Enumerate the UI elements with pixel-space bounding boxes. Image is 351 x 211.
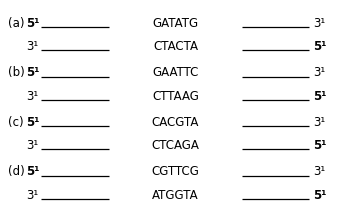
Text: 3¹: 3¹	[313, 66, 325, 79]
Text: (b): (b)	[8, 66, 25, 79]
Text: CACGTA: CACGTA	[152, 116, 199, 129]
Text: ATGGTA: ATGGTA	[152, 189, 199, 202]
Text: 3¹: 3¹	[313, 17, 325, 30]
Text: 5¹: 5¹	[26, 66, 40, 79]
Text: (c): (c)	[8, 116, 24, 129]
Text: 3¹: 3¹	[26, 89, 39, 103]
Text: (a): (a)	[8, 17, 24, 30]
Text: CTACTA: CTACTA	[153, 40, 198, 53]
Text: 3¹: 3¹	[26, 40, 39, 53]
Text: 5¹: 5¹	[313, 189, 326, 202]
Text: CTCAGA: CTCAGA	[152, 139, 199, 152]
Text: 5¹: 5¹	[313, 89, 326, 103]
Text: 5¹: 5¹	[26, 116, 40, 129]
Text: 3¹: 3¹	[313, 165, 325, 179]
Text: 3¹: 3¹	[313, 116, 325, 129]
Text: 3¹: 3¹	[26, 189, 39, 202]
Text: 5¹: 5¹	[26, 17, 40, 30]
Text: CTTAAG: CTTAAG	[152, 89, 199, 103]
Text: 3¹: 3¹	[26, 139, 39, 152]
Text: 5¹: 5¹	[313, 139, 326, 152]
Text: (d): (d)	[8, 165, 25, 179]
Text: GAATTC: GAATTC	[152, 66, 199, 79]
Text: 5¹: 5¹	[26, 165, 40, 179]
Text: CGTTCG: CGTTCG	[152, 165, 199, 179]
Text: 5¹: 5¹	[313, 40, 326, 53]
Text: GATATG: GATATG	[152, 17, 199, 30]
